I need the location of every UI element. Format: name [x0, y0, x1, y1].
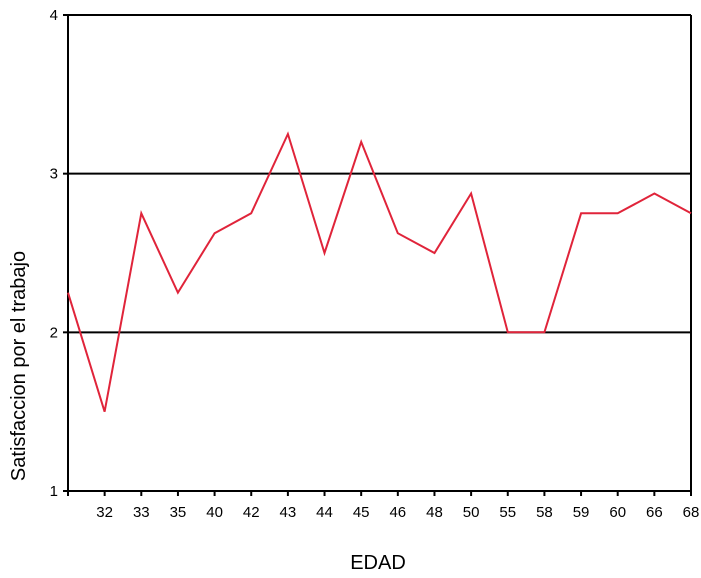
x-tick-label: 44 [316, 504, 333, 521]
x-tick-label: 42 [243, 504, 260, 521]
x-tick-label: 33 [133, 504, 150, 521]
x-tick-label: 32 [96, 504, 113, 521]
x-axis-title: EDAD [350, 552, 406, 574]
x-tick-label: 40 [206, 504, 223, 521]
gridlines [68, 172, 691, 334]
x-tick-label: 66 [646, 504, 663, 521]
y-axis-title: Satisfaccion por el trabajo [8, 251, 30, 481]
x-tick-label: 68 [683, 504, 700, 521]
y-tick-label: 4 [50, 7, 58, 24]
x-tick-label: 60 [609, 504, 626, 521]
x-tick-label: 50 [463, 504, 480, 521]
x-tick-label: 58 [536, 504, 553, 521]
x-tick-label: 43 [280, 504, 297, 521]
axes [67, 14, 692, 492]
x-tick-label: 59 [573, 504, 590, 521]
series-layer [67, 131, 692, 412]
y-tick-labels: 1 2 3 4 [50, 7, 68, 500]
x-tick-label: 45 [353, 504, 370, 521]
series-line [67, 131, 692, 412]
x-tick-labels: 32 33 35 40 42 43 44 45 46 48 50 55 58 59 60 66 68 [67, 491, 700, 521]
y-tick-label: 3 [50, 166, 58, 183]
x-tick-label: 48 [426, 504, 443, 521]
x-tick-label: 55 [499, 504, 516, 521]
y-tick-label: 1 [50, 483, 58, 500]
x-tick-label: 35 [170, 504, 187, 521]
x-tick-label: 46 [389, 504, 406, 521]
y-tick-label: 2 [50, 324, 58, 341]
